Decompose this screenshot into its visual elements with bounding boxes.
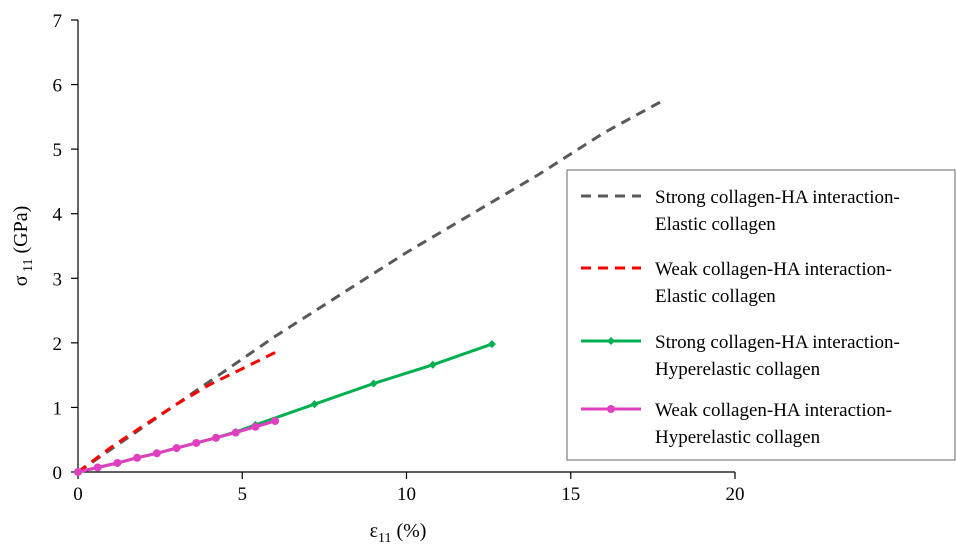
data-point [93,463,102,472]
series-line [77,342,493,474]
series-4 [74,416,280,476]
x-tick-label: 5 [238,484,248,505]
legend-label-line1: Strong collagen-HA interaction- [655,187,900,208]
y-tick-label: 3 [53,269,63,290]
data-point [428,360,437,369]
legend-label-line1: Weak collagen-HA interaction- [655,400,892,421]
axes: 0 5 10 15 20 0 1 2 3 4 5 6 7 [53,11,745,505]
series-layer [74,99,664,476]
y-axis-title-subscript: 11 [21,259,36,276]
y-tick-label: 0 [53,463,63,484]
legend: Strong collagen-HA interaction- Elastic c… [566,169,956,461]
data-point [231,428,240,437]
y-tick-label: 6 [53,76,63,97]
legend-label-line1: Strong collagen-HA interaction- [655,332,900,353]
y-tick-label: 7 [53,11,63,32]
data-point [271,416,280,425]
data-point [172,444,181,453]
x-tick-label: 10 [397,484,416,505]
data-point [487,340,496,349]
data-point [251,422,260,431]
data-point [74,468,82,476]
legend-label-line2: Elastic collagen [655,286,776,307]
legend-label-line2: Elastic collagen [655,214,776,235]
data-point [192,438,201,447]
y-axis-title: σ 11 (GPa) [10,206,36,287]
series-2 [77,351,276,474]
data-point [133,453,142,462]
series-line [77,351,276,474]
data-point [113,458,122,467]
data-point [369,379,378,388]
legend-item-3: Strong collagen-HA interaction- Hyperelas… [581,332,900,380]
x-tick-label: 15 [561,484,580,505]
data-point [152,449,161,458]
legend-box [566,169,956,461]
x-tick-label: 20 [726,484,745,505]
legend-label-line1: Weak collagen-HA interaction- [655,259,892,280]
x-tick-label: 0 [73,484,83,505]
legend-marker [607,337,615,345]
y-tick-label: 4 [53,205,63,226]
x-axis-title-subscript: 11 [378,531,391,545]
legend-label-line2: Hyperelastic collagen [655,359,821,380]
legend-label-line2: Hyperelastic collagen [655,427,821,448]
y-tick-label: 1 [53,398,63,419]
y-tick-label: 2 [53,334,63,355]
legend-item-1: Strong collagen-HA interaction- Elastic c… [581,187,900,235]
legend-marker [607,405,615,413]
data-point [211,433,220,442]
legend-item-2: Weak collagen-HA interaction- Elastic col… [581,259,892,307]
data-point [310,400,319,409]
x-axis-title-unit: (%) [391,520,426,542]
x-axis-title: ε11 (%) [370,520,427,545]
y-tick-label: 5 [53,140,63,161]
y-axis-title-unit: (GPa) [10,206,32,259]
legend-item-4: Weak collagen-HA interaction- Hyperelasti… [581,400,892,448]
